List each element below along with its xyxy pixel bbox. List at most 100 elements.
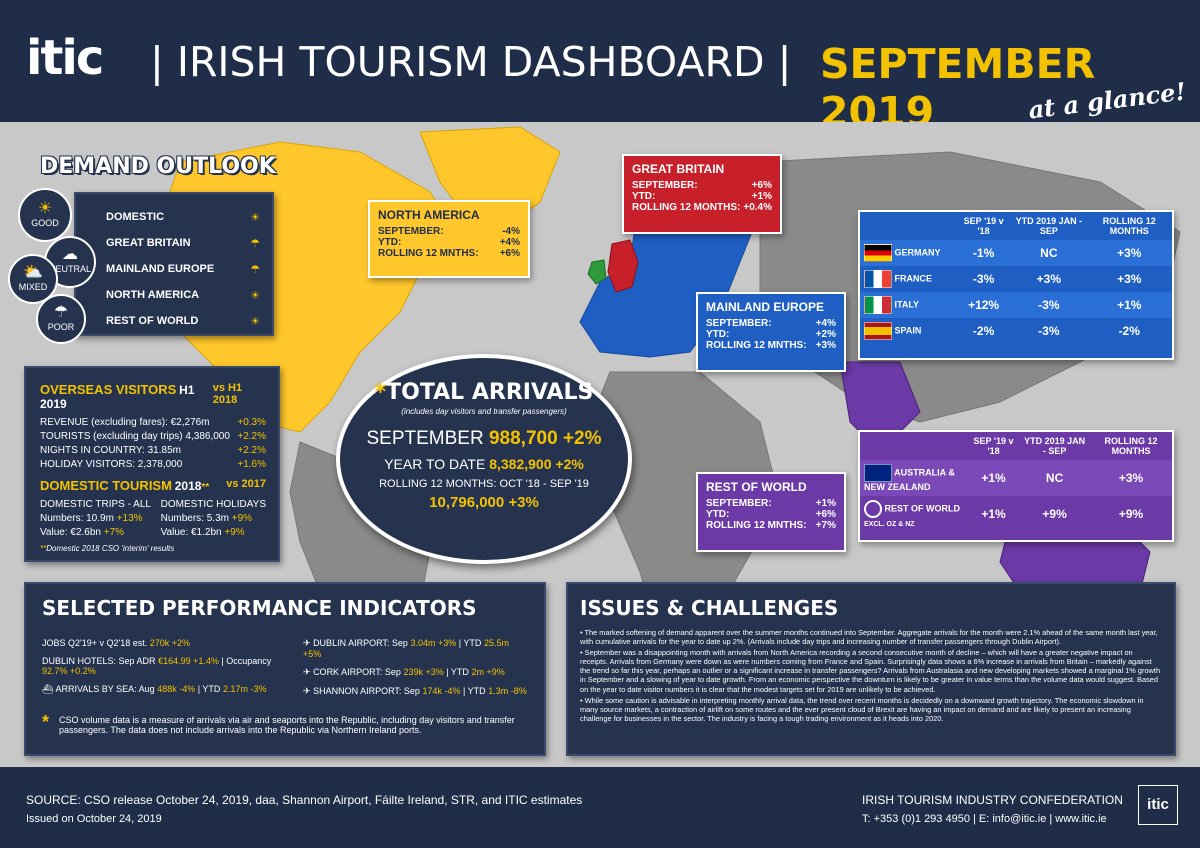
spi-panel: SELECTED PERFORMANCE INDICATORS JOBS Q2'… [24, 582, 546, 756]
total-r12-value: 10,796,000 +3% [429, 494, 539, 511]
sun-icon: ☀ [250, 289, 260, 302]
spi-grid: JOBS Q2'19+ v Q2'18 est. 270k +2% DUBLIN… [42, 638, 528, 697]
total-arrivals-panel: *TOTAL ARRIVALS (includes day visitors a… [336, 354, 632, 564]
mainland-europe-title: MAINLAND EUROPE [706, 300, 825, 314]
overseas-heading: OVERSEAS VISITORS H1 2019 vs H1 2018 [40, 382, 243, 411]
footer-bar: SOURCE: CSO release October 24, 2019, da… [0, 767, 1200, 848]
germany-flag-icon [864, 244, 892, 262]
spain-flag-icon [864, 322, 892, 340]
demand-row: GREAT BRITAIN ☂ [106, 237, 260, 250]
overseas-row: HOLIDAY VISITORS: 2,378,000 +1.6% [40, 459, 266, 470]
list-item: • September was a disappointing month wi… [580, 648, 1161, 694]
demand-row: MAINLAND EUROPE ☂ [106, 263, 260, 276]
domestic-note: **Domestic 2018 CSO 'interim' results [40, 544, 175, 553]
mainland-europe-callout: MAINLAND EUROPE SEPTEMBER: +4% YTD: +2% RO… [696, 292, 846, 372]
spi-note: * CSO volume data is a measure of arriva… [42, 712, 515, 735]
sun-icon: ☀ [250, 211, 260, 224]
italy-flag-icon [864, 296, 892, 314]
me-row: ROLLING 12 MNTHS: +3% [706, 340, 836, 351]
north-america-callout: NORTH AMERICA SEPTEMBER: -4% YTD: +4% ROLL… [368, 200, 530, 278]
total-ytd: YEAR TO DATE 8,382,900 +2% [384, 456, 584, 472]
great-britain-title: GREAT BRITAIN [632, 162, 725, 176]
table-row: SPAIN -2% -3% -2% [860, 318, 1172, 344]
table-row: GERMANY -1% NC +3% [860, 240, 1172, 266]
europe-market-table: SEP '19 v '18 YTD 2019 JAN - SEP ROLLING… [858, 210, 1174, 360]
australia-flag-icon [864, 464, 892, 482]
page-title: | IRISH TOURISM DASHBOARD | [150, 38, 792, 86]
great-britain-shape [607, 239, 639, 293]
demand-row: REST OF WORLD ☀ [106, 315, 260, 328]
legend-good: ☀ GOOD [18, 188, 72, 242]
legend-mixed: ⛅ MIXED [8, 254, 58, 304]
table-header-row: SEP '19 v '18 YTD 2019 JAN - SEP ROLLING… [963, 216, 1156, 236]
footer-source: SOURCE: CSO release October 24, 2019, da… [26, 793, 583, 807]
plane-icon: ✈ [303, 638, 311, 648]
footer-org: IRISH TOURISM INDUSTRY CONFEDERATION [862, 793, 1123, 807]
row-row: YTD: +6% [706, 509, 836, 520]
me-row: SEPTEMBER: +4% [706, 318, 836, 329]
sun-icon: ☀ [37, 200, 53, 217]
sun-cloud-icon: ⛅ [23, 264, 43, 281]
issues-panel: ISSUES & CHALLENGES • The marked softeni… [566, 582, 1176, 756]
table-header-row: SEP '19 v '18 YTD 2019 JAN - SEP ROLLING… [973, 436, 1158, 456]
ireland-shape [587, 259, 607, 285]
table-row: AUSTRALIA & NEW ZEALAND +1% NC +3% [860, 460, 1172, 496]
great-britain-callout: GREAT BRITAIN SEPTEMBER: +6% YTD: +1% ROLL… [622, 154, 782, 234]
list-item: • The marked softening of demand apparen… [580, 628, 1158, 647]
sun-icon: ☀ [250, 315, 260, 328]
globe-icon [864, 500, 882, 518]
domestic-trips: DOMESTIC TRIPS - ALL Numbers: 10.9m +13%… [40, 499, 151, 538]
demand-outlook-panel: DOMESTIC ☀ GREAT BRITAIN ☂ MAINLAND EUROPE… [74, 192, 274, 336]
demand-outlook-title: DEMAND OUTLOOK [40, 154, 276, 179]
legend-poor: ☂ POOR [36, 294, 86, 344]
total-r12-label: ROLLING 12 MONTHS: OCT '18 - SEP '19 [379, 478, 589, 490]
domestic-cols: DOMESTIC TRIPS - ALL Numbers: 10.9m +13%… [40, 499, 266, 538]
north-america-title: NORTH AMERICA [378, 208, 480, 222]
domestic-holidays: DOMESTIC HOLIDAYS Numbers: 5.3m +9% Valu… [160, 499, 266, 538]
cloud-rain-icon: ☂ [250, 237, 260, 250]
rain-icon: ☂ [53, 304, 69, 321]
itic-logo: itic [26, 30, 104, 86]
plane-icon: ✈ [303, 686, 311, 696]
france-flag-icon [864, 270, 892, 288]
table-row: FRANCE -3% +3% +3% [860, 266, 1172, 292]
table-row: REST OF WORLD EXCL. OZ & NZ +1% +9% +9% [860, 496, 1172, 532]
plane-icon: ✈ [303, 667, 311, 677]
ship-icon: ⛴ [42, 684, 54, 694]
demand-row: DOMESTIC ☀ [106, 211, 260, 224]
spi-col-right: ✈ DUBLIN AIRPORT: Sep 3.04m +3% | YTD 25… [303, 638, 527, 696]
total-sep: SEPTEMBER 988,700 +2% [366, 428, 602, 449]
overseas-row: NIGHTS IN COUNTRY: 31.85m +2.2% [40, 445, 266, 456]
overseas-rows: REVENUE (excluding fares): €2,276m +0.3% … [40, 417, 266, 470]
footer-contact: T: +353 (0)1 293 4950 | E: info@itic.ie … [862, 813, 1107, 825]
row-row: SEPTEMBER: +1% [706, 498, 836, 509]
cloud-icon: ☁ [62, 246, 78, 263]
issues-title: ISSUES & CHALLENGES [580, 596, 839, 620]
row-row: ROLLING 12 MNTHS: +7% [706, 520, 836, 531]
footer-issued: Issued on October 24, 2019 [26, 813, 162, 825]
spi-col-left: JOBS Q2'19+ v Q2'18 est. 270k +2% DUBLIN… [42, 638, 272, 694]
overseas-row: TOURISTS (excluding day trips) 4,386,000… [40, 431, 266, 442]
me-row: YTD: +2% [706, 329, 836, 340]
table-row: ITALY +12% -3% +1% [860, 292, 1172, 318]
na-row: YTD: +4% [378, 237, 520, 248]
demand-row: NORTH AMERICA ☀ [106, 289, 260, 302]
footer-logo: itic [1138, 785, 1178, 825]
list-item: • While some caution is advisable in int… [580, 695, 1144, 723]
gb-row: ROLLING 12 MONTHS: +0.4% [632, 202, 772, 213]
domestic-heading: DOMESTIC TOURISM 2018** vs 2017 [40, 478, 266, 493]
rest-of-world-table: SEP '19 v '18 YTD 2019 JAN - SEP ROLLING… [858, 430, 1174, 542]
na-row: ROLLING 12 MNTHS: +6% [378, 248, 520, 259]
rest-of-world-callout: REST OF WORLD SEPTEMBER: +1% YTD: +6% ROLL… [696, 472, 846, 552]
month-title: SEPTEMBER 2019 [820, 40, 1096, 136]
header-bar: itic | IRISH TOURISM DASHBOARD | SEPTEMB… [0, 0, 1200, 136]
total-arrivals-title: *TOTAL ARRIVALS [374, 380, 594, 405]
cloud-rain-icon: ☂ [250, 263, 260, 276]
overseas-domestic-panel: OVERSEAS VISITORS H1 2019 vs H1 2018 REV… [24, 366, 280, 562]
total-arrivals-subtitle: (includes day visitors and transfer pass… [401, 407, 567, 416]
spi-title: SELECTED PERFORMANCE INDICATORS [42, 596, 477, 620]
gb-row: YTD: +1% [632, 191, 772, 202]
overseas-row: REVENUE (excluding fares): €2,276m +0.3% [40, 417, 266, 428]
issues-list: • The marked softening of demand apparen… [580, 628, 1162, 723]
na-row: SEPTEMBER: -4% [378, 226, 520, 237]
